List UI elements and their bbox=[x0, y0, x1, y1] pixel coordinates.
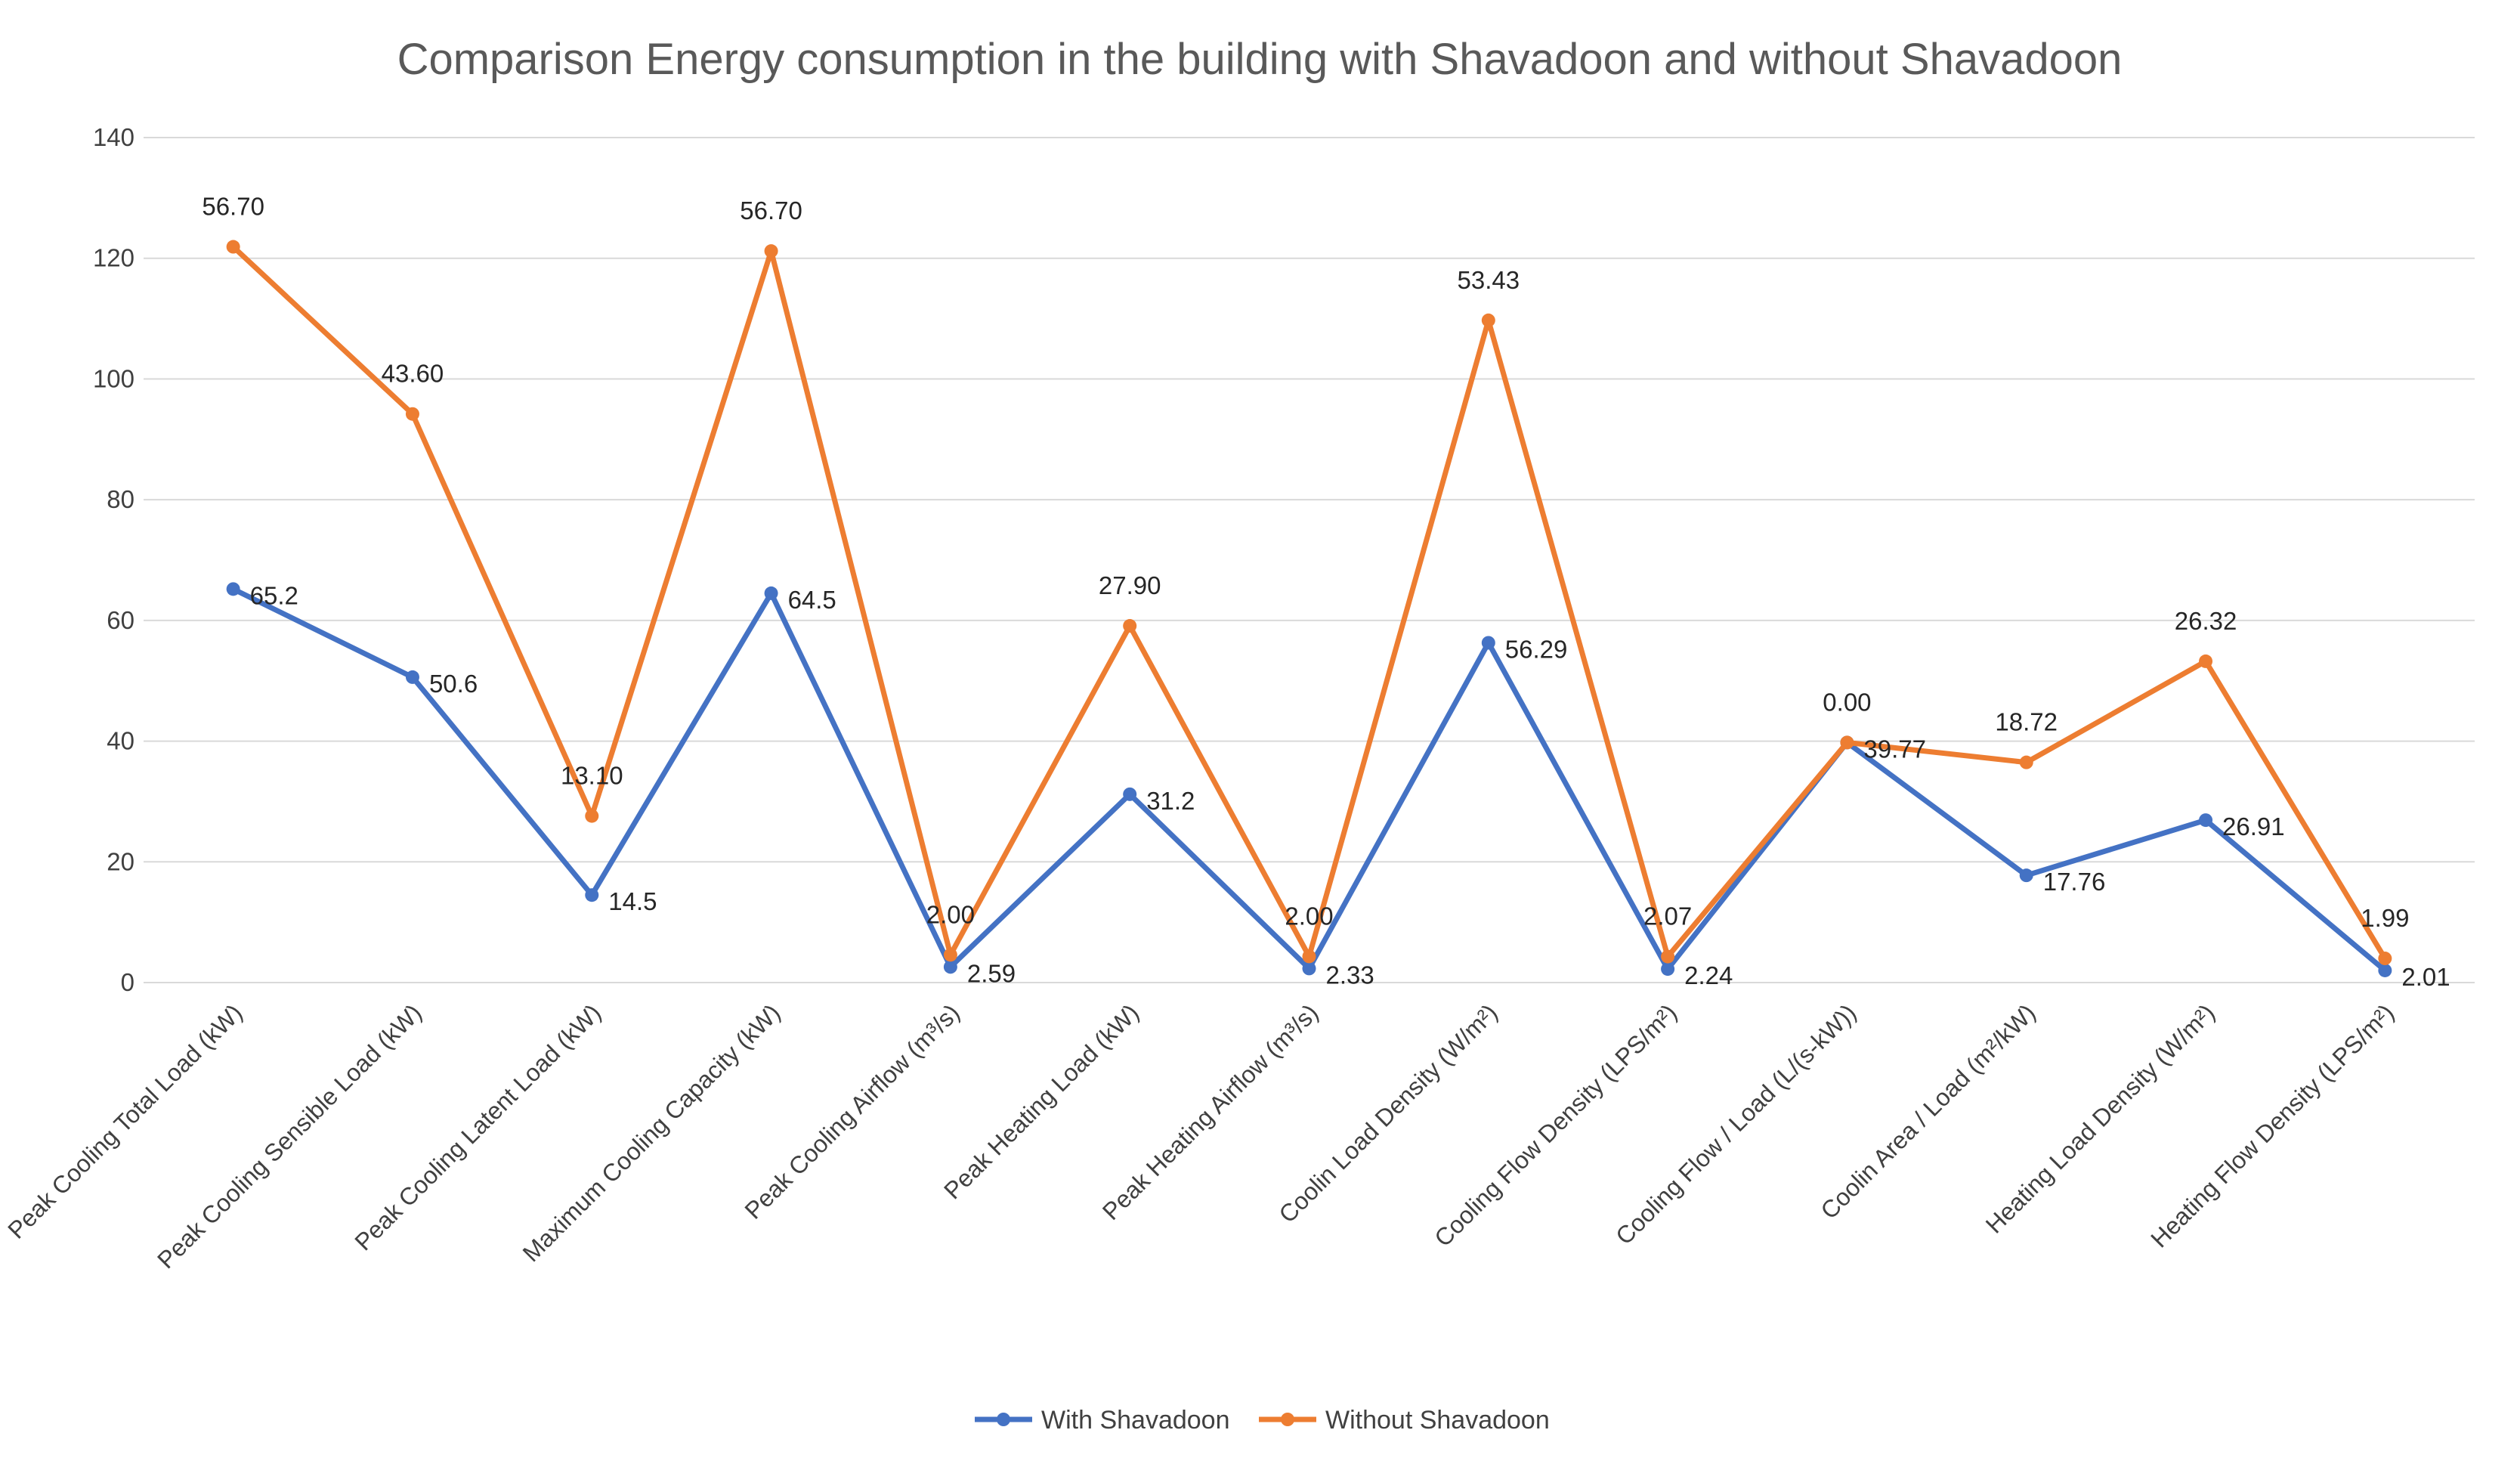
data-label-without-shavadoon: 27.90 bbox=[1099, 571, 1161, 599]
data-point-without-shavadoon bbox=[764, 244, 778, 258]
legend-item-without-shavadoon: Without Shavadoon bbox=[1259, 1406, 1550, 1435]
gridlines bbox=[144, 137, 2475, 983]
data-label-without-shavadoon: 26.32 bbox=[2175, 607, 2237, 635]
data-point-without-shavadoon bbox=[2019, 755, 2033, 769]
y-tick-label: 120 bbox=[93, 244, 135, 272]
data-point-without-shavadoon bbox=[2378, 952, 2392, 966]
series-without-shavadoon bbox=[226, 240, 2392, 966]
data-point-with-shavadoon bbox=[2019, 868, 2033, 883]
data-label-without-shavadoon: 56.70 bbox=[740, 197, 802, 224]
y-tick-label: 80 bbox=[107, 485, 135, 513]
legend-item-with-shavadoon: With Shavadoon bbox=[975, 1406, 1230, 1435]
x-axis-ticks: Peak Cooling Total Load (kW)Peak Cooling… bbox=[2, 998, 2399, 1274]
data-label-with-shavadoon: 2.33 bbox=[1326, 961, 1374, 989]
data-point-without-shavadoon bbox=[1123, 619, 1137, 633]
data-point-without-shavadoon bbox=[585, 809, 599, 823]
y-tick-label: 140 bbox=[93, 123, 135, 151]
y-tick-label: 60 bbox=[107, 606, 135, 634]
data-point-without-shavadoon bbox=[1481, 313, 1495, 327]
data-label-with-shavadoon: 2.01 bbox=[2401, 963, 2450, 991]
data-point-with-shavadoon bbox=[405, 670, 419, 684]
chart-title: Comparison Energy consumption in the bui… bbox=[397, 35, 2123, 84]
series-with-shavadoon bbox=[226, 582, 2392, 977]
data-point-with-shavadoon bbox=[1661, 962, 1675, 977]
data-point-with-shavadoon bbox=[226, 582, 240, 596]
data-label-with-shavadoon: 2.59 bbox=[967, 959, 1016, 987]
data-label-without-shavadoon: 43.60 bbox=[382, 360, 444, 388]
data-label-without-shavadoon: 56.70 bbox=[202, 193, 264, 221]
data-point-without-shavadoon bbox=[226, 240, 240, 254]
data-label-without-shavadoon: 2.00 bbox=[926, 900, 975, 928]
data-point-without-shavadoon bbox=[1840, 735, 1854, 750]
data-label-with-shavadoon: 14.5 bbox=[608, 887, 657, 915]
data-label-without-shavadoon: 18.72 bbox=[1995, 708, 2058, 736]
y-axis-ticks: 0 20 40 60 80 100 120 140 bbox=[93, 123, 135, 996]
data-point-with-shavadoon bbox=[764, 586, 778, 600]
x-tick-label: Peak Cooling Airflow (m³/s) bbox=[740, 998, 965, 1224]
legend-label-without-shavadoon: Without Shavadoon bbox=[1325, 1406, 1550, 1435]
data-label-without-shavadoon: 0.00 bbox=[1823, 688, 1871, 716]
data-point-without-shavadoon bbox=[405, 407, 419, 421]
data-label-with-shavadoon: 17.76 bbox=[2043, 868, 2106, 896]
y-tick-label: 0 bbox=[121, 968, 135, 996]
data-point-without-shavadoon bbox=[1302, 949, 1316, 964]
data-labels: 65.2 50.6 14.5 64.5 2.59 31.2 2.33 56.29 2.24 39.… bbox=[202, 193, 2450, 991]
data-label-with-shavadoon: 65.2 bbox=[250, 581, 298, 609]
y-tick-label: 40 bbox=[107, 727, 135, 755]
data-point-with-shavadoon bbox=[1123, 787, 1137, 801]
legend-marker-without-shavadoon bbox=[1281, 1413, 1294, 1426]
legend-label-with-shavadoon: With Shavadoon bbox=[1041, 1406, 1230, 1435]
y-tick-label: 100 bbox=[93, 364, 135, 392]
data-label-with-shavadoon: 50.6 bbox=[429, 670, 478, 698]
data-label-with-shavadoon: 26.91 bbox=[2222, 813, 2285, 840]
data-point-with-shavadoon bbox=[2199, 813, 2213, 828]
legend-marker-with-shavadoon bbox=[997, 1413, 1010, 1426]
data-point-without-shavadoon bbox=[943, 948, 957, 962]
data-label-with-shavadoon: 64.5 bbox=[788, 586, 836, 614]
data-point-with-shavadoon bbox=[943, 960, 957, 974]
data-label-without-shavadoon: 53.43 bbox=[1458, 266, 1520, 294]
x-tick-label: Peak Heating Airflow (m³/s) bbox=[1097, 998, 1324, 1225]
data-label-without-shavadoon: 2.00 bbox=[1285, 902, 1333, 930]
data-label-with-shavadoon: 31.2 bbox=[1146, 787, 1195, 815]
data-label-without-shavadoon: 1.99 bbox=[2361, 904, 2409, 932]
data-point-without-shavadoon bbox=[2199, 654, 2213, 668]
data-label-with-shavadoon: 39.77 bbox=[1863, 735, 1926, 763]
data-point-with-shavadoon bbox=[2378, 963, 2392, 977]
y-tick-label: 20 bbox=[107, 847, 135, 875]
data-label-with-shavadoon: 2.24 bbox=[1684, 961, 1733, 989]
data-point-with-shavadoon bbox=[585, 888, 599, 902]
legend: With Shavadoon Without Shavadoon bbox=[975, 1406, 1550, 1435]
data-point-with-shavadoon bbox=[1481, 636, 1495, 650]
data-point-with-shavadoon bbox=[1302, 961, 1316, 976]
x-tick-label: Coolin Area / Load (m²/kW) bbox=[1815, 998, 2040, 1224]
series-layer bbox=[226, 240, 2392, 977]
data-label-with-shavadoon: 56.29 bbox=[1505, 635, 1568, 663]
data-label-without-shavadoon: 13.10 bbox=[561, 762, 623, 790]
data-label-without-shavadoon: 2.07 bbox=[1643, 902, 1692, 930]
x-tick-label: Peak Heating Load (kW) bbox=[938, 998, 1144, 1204]
data-point-without-shavadoon bbox=[1661, 949, 1675, 964]
